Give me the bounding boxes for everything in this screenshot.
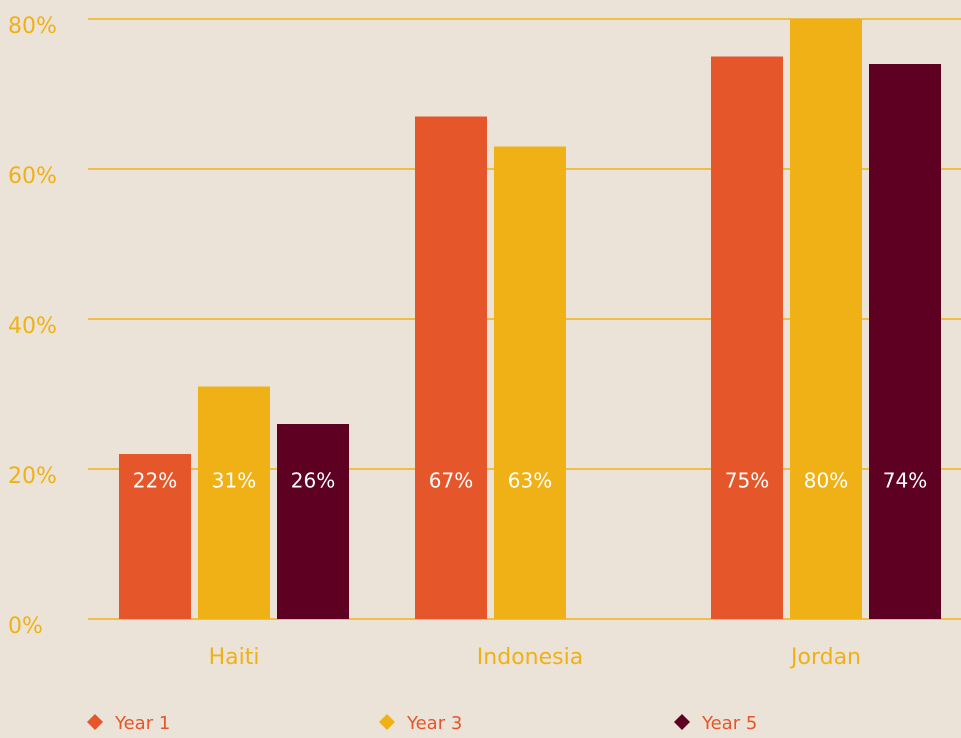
bar <box>415 116 487 619</box>
legend-label: Year 5 <box>701 713 757 734</box>
bar <box>790 19 862 619</box>
legend-label: Year 1 <box>114 713 170 734</box>
value-label: 67% <box>429 469 473 493</box>
x-tick-label: Haiti <box>209 645 260 670</box>
value-label: 74% <box>883 469 927 493</box>
value-label: 26% <box>291 469 335 493</box>
value-label: 80% <box>804 469 848 493</box>
value-label: 22% <box>133 469 177 493</box>
y-tick-label: 40% <box>8 314 57 339</box>
value-label: 75% <box>725 469 769 493</box>
y-tick-label: 0% <box>8 614 43 639</box>
legend-label: Year 3 <box>406 713 462 734</box>
bar <box>711 56 783 619</box>
bar <box>198 386 270 619</box>
legend-marker <box>379 714 395 730</box>
value-label: 31% <box>212 469 256 493</box>
legend-marker <box>674 714 690 730</box>
x-tick-label: Jordan <box>789 645 861 670</box>
legend-marker <box>87 714 103 730</box>
y-tick-label: 60% <box>8 164 57 189</box>
bar <box>869 64 941 619</box>
y-tick-label: 20% <box>8 464 57 489</box>
y-tick-label: 80% <box>8 14 57 39</box>
bar <box>277 424 349 619</box>
bar <box>119 454 191 619</box>
value-label: 63% <box>508 469 552 493</box>
x-tick-label: Indonesia <box>477 645 583 670</box>
bar <box>494 146 566 619</box>
